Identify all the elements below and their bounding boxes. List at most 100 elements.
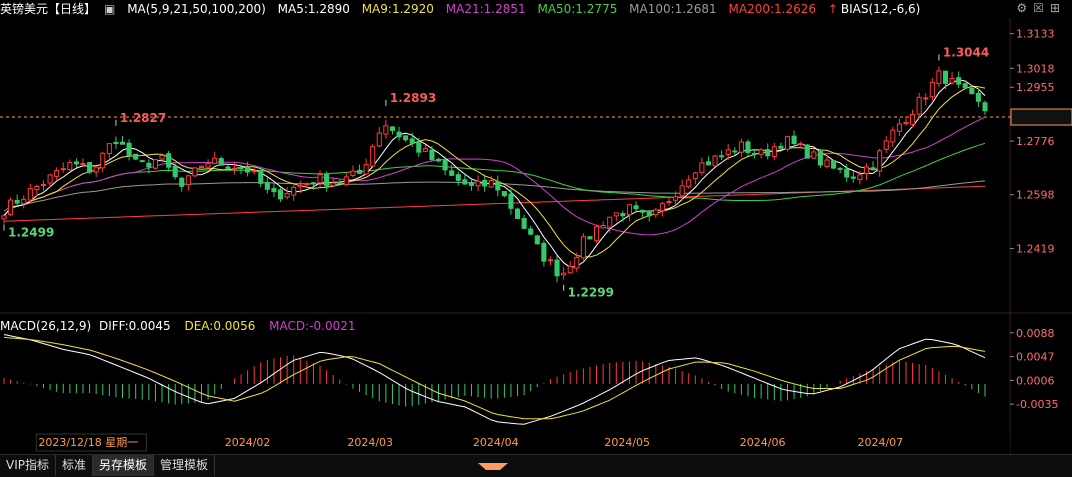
- candle-down: [218, 158, 224, 166]
- date-tick-label: 2023/12/18 星期一: [38, 436, 138, 449]
- arrow-up-icon[interactable]: ↑: [827, 2, 838, 16]
- price-chart[interactable]: 1.31331.30181.29551.28561.27761.25981.24…: [0, 0, 1072, 454]
- candle-down: [534, 235, 540, 245]
- candle-up: [771, 146, 777, 157]
- expand-icon[interactable]: ⊞: [1049, 1, 1066, 15]
- candle-up: [949, 78, 955, 84]
- candle-down: [587, 236, 593, 240]
- date-tick-label: 2024/07: [857, 436, 903, 449]
- tab-standard[interactable]: 标准: [56, 455, 94, 476]
- candle-down: [179, 177, 185, 187]
- date-tick-label: 2024/05: [604, 436, 650, 449]
- tab-vip-indicators[interactable]: VIP指标: [0, 455, 56, 476]
- candle-down: [850, 176, 856, 179]
- candle-up: [185, 175, 191, 186]
- candle-down: [817, 151, 823, 166]
- candle-up: [626, 204, 633, 216]
- candle-up: [363, 164, 369, 175]
- ma21-line: [3, 116, 986, 236]
- ma-label: MA(5,9,21,50,100,200): [127, 2, 266, 16]
- candle-up: [317, 174, 323, 184]
- tab-save-template[interactable]: 另存模板: [93, 455, 155, 476]
- candle-up: [903, 122, 909, 125]
- high-annotation: 1.2827: [120, 111, 166, 125]
- candle-down: [745, 141, 751, 153]
- candle-up: [659, 203, 665, 212]
- candle-up: [929, 81, 935, 98]
- date-tick-label: 2024/04: [473, 436, 519, 449]
- candle-down: [528, 228, 534, 235]
- candle-down: [356, 169, 363, 174]
- window-controls: ⚙☒⊞: [1016, 1, 1066, 15]
- date-tick-label: 2024/06: [740, 436, 786, 449]
- macd-tick-label: -0.0035: [1016, 398, 1058, 411]
- candle-up: [330, 182, 336, 187]
- macd-dea-line: [3, 336, 986, 420]
- macd-tick-label: 0.0047: [1016, 351, 1055, 364]
- candle-up: [192, 167, 198, 177]
- candle-up: [198, 165, 205, 169]
- candle-up: [304, 183, 310, 186]
- chevron-down-icon[interactable]: [478, 463, 508, 471]
- price-tick-label: 1.3133: [1016, 28, 1055, 41]
- candle-up: [34, 186, 40, 191]
- candle-down: [982, 102, 988, 112]
- candle-down: [719, 155, 725, 158]
- candle-down: [403, 135, 409, 141]
- lock-icon[interactable]: ▣: [104, 2, 116, 16]
- candle-up: [692, 172, 698, 180]
- candle-up: [54, 170, 60, 177]
- template-toolbar: VIP指标 标准 另存模板 管理模板: [0, 454, 1072, 477]
- macd-value: MACD:-0.0021: [269, 319, 356, 333]
- candle-up: [297, 184, 303, 188]
- candle-down: [765, 149, 771, 157]
- candle-down: [166, 153, 172, 168]
- candle-down: [396, 131, 402, 138]
- candle-down: [541, 242, 547, 262]
- price-tick-label: 1.2598: [1016, 189, 1055, 202]
- low-annotation: 1.2499: [8, 226, 54, 240]
- candle-up: [422, 148, 428, 152]
- ma100-line: [3, 180, 986, 212]
- macd-tick-label: 0.0088: [1016, 327, 1055, 340]
- candle-down: [495, 181, 501, 191]
- candle-down: [416, 142, 422, 153]
- candle-down: [73, 161, 79, 165]
- candle-down: [87, 162, 93, 173]
- candle-up: [798, 143, 804, 146]
- candle-down: [324, 174, 330, 187]
- tab-manage-templates[interactable]: 管理模板: [154, 455, 216, 476]
- candle-down: [791, 135, 797, 145]
- close-icon[interactable]: ☒: [1033, 1, 1050, 15]
- ma21-value: MA21:1.2851: [445, 2, 526, 16]
- candle-up: [205, 162, 211, 168]
- candle-up: [106, 143, 112, 155]
- candle-down: [258, 170, 264, 184]
- candle-up: [376, 132, 382, 147]
- candle-up: [8, 199, 14, 215]
- ma200-value: MA200:1.2626: [728, 2, 817, 16]
- candle-down: [969, 87, 975, 95]
- high-annotation: 1.2893: [390, 91, 436, 105]
- candle-down: [633, 205, 639, 210]
- candle-up: [916, 96, 922, 115]
- candle-up: [291, 186, 297, 196]
- candle-down: [133, 153, 139, 160]
- candle-up: [679, 185, 685, 197]
- candle-down: [962, 83, 968, 89]
- price-tick-label: 1.2419: [1016, 243, 1055, 256]
- candle-up: [666, 201, 672, 204]
- candle-up: [712, 155, 718, 167]
- candle-up: [863, 166, 870, 174]
- candle-up: [824, 159, 830, 167]
- candle-up: [47, 174, 53, 184]
- candle-up: [607, 216, 613, 228]
- candle-down: [337, 181, 343, 184]
- candle-up: [251, 170, 257, 173]
- candle-down: [14, 199, 20, 204]
- candle-up: [574, 257, 580, 269]
- candle-down: [956, 77, 962, 85]
- settings-icon[interactable]: ⚙: [1016, 1, 1034, 15]
- candle-up: [923, 97, 929, 100]
- candle-down: [389, 126, 395, 131]
